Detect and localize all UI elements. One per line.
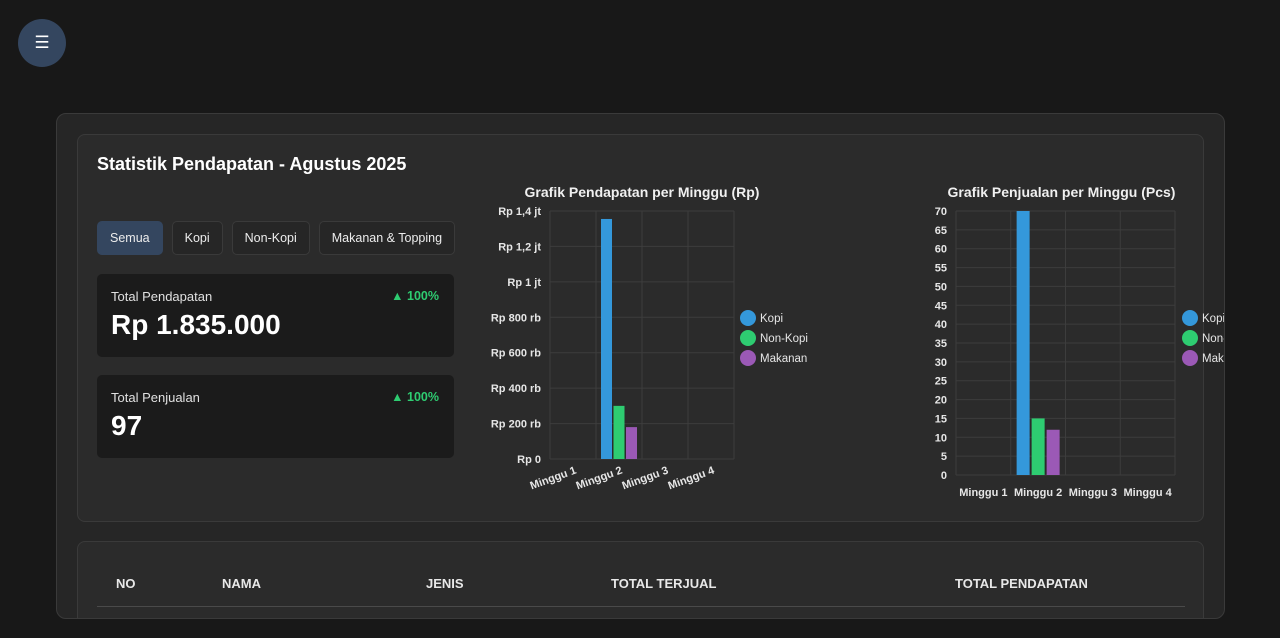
total-penjualan-value: 97 [111,410,143,441]
total-penjualan-card: Total Penjualan ▲ 100% 97 [97,375,454,458]
page-title: Statistik Pendapatan - Agustus 2025 [97,154,407,174]
bar-non-kopi [613,405,625,459]
legend-swatch [740,350,756,366]
legend-label: Kopi [1202,313,1225,325]
penjualan-chart: Grafik Penjualan per Minggu (Pcs) 0 5 10 15 2… [853,175,1225,505]
bar-kopi [601,218,612,459]
y-tick-label: Rp 600 rb [491,348,541,360]
y-tick-label: 0 [941,470,947,482]
y-tick-label: 45 [935,300,947,312]
sales-table: NO NAMA JENIS TOTAL TERJUAL TOTAL PENDAP… [77,541,1204,618]
x-tick-label: Minggu 2 [575,465,624,493]
y-tick-label: 60 [935,244,947,256]
bar-kopi [1016,211,1030,475]
x-tick-label: Minggu 3 [1069,487,1117,499]
filter-semua-button[interactable]: Semua [97,221,163,255]
y-tick-label: Rp 400 rb [491,383,541,395]
hamburger-icon: ☰ [34,33,50,52]
legend-label: Makanan [1202,353,1225,365]
x-tick-label: Minggu 2 [1014,487,1062,499]
legend-swatch [740,310,756,326]
total-pendapatan-value: Rp 1.835.000 [111,309,281,340]
legend-swatch [1182,310,1198,326]
legend-label: Makanan [760,353,807,365]
y-tick-label: 65 [935,225,947,237]
y-tick-label: 70 [935,206,947,218]
total-pendapatan-label: Total Pendapatan [111,289,213,304]
x-tick-label: Minggu 3 [621,465,670,493]
y-tick-label: 20 [935,395,947,407]
y-tick-label: Rp 1,4 jt [498,206,541,218]
x-tick-label: Minggu 1 [529,465,578,493]
total-penjualan-label: Total Penjualan [111,390,200,405]
y-tick-label: Rp 800 rb [491,312,541,324]
legend-swatch [1182,350,1198,366]
filter-kopi-button[interactable]: Kopi [171,221,223,255]
y-tick-label: 40 [935,319,947,331]
y-tick-label: Rp 1 jt [507,277,541,289]
bar-makanan [626,427,637,459]
legend-swatch [1182,330,1198,346]
y-tick-label: 5 [941,451,947,463]
y-tick-label: 10 [935,432,947,444]
total-penjualan-change: ▲ 100% [391,390,439,404]
legend-label: Non-Kopi [760,333,808,345]
y-tick-label: Rp 1,2 jt [498,241,541,253]
y-tick-label: 30 [935,357,947,369]
table-header-nama: NAMA [222,576,261,591]
bar-makanan [1046,429,1060,475]
filter-makanan-topping-button[interactable]: Makanan & Topping [318,221,456,255]
y-tick-label: 50 [935,281,947,293]
menu-button[interactable]: ☰ [18,19,66,67]
table-header-divider [97,606,1185,607]
legend-swatch [740,330,756,346]
total-pendapatan-change: ▲ 100% [391,289,439,303]
y-tick-label: Rp 0 [517,454,541,466]
filter-non-kopi-button[interactable]: Non-Kopi [231,221,310,255]
chart-title: Grafik Penjualan per Minggu (Pcs) [948,184,1176,200]
legend-label: Non-Kopi [1202,333,1225,345]
x-tick-label: Minggu 4 [667,464,717,492]
legend-label: Kopi [760,313,783,325]
total-pendapatan-card: Total Pendapatan ▲ 100% Rp 1.835.000 [97,274,454,357]
table-header-total-terjual: TOTAL TERJUAL [611,576,717,591]
y-tick-label: 25 [935,376,947,388]
y-tick-label: 35 [935,338,947,350]
table-header-total-pendapatan: TOTAL PENDAPATAN [955,576,1088,591]
category-filters: Semua Kopi Non-Kopi Makanan & Topping [97,221,456,255]
table-header-jenis: JENIS [426,576,464,591]
table-header-no: NO [116,576,136,591]
y-tick-label: Rp 200 rb [491,419,541,431]
main-panel: Statistik Pendapatan - Agustus 2025 Semu… [56,113,1225,619]
stats-card: Statistik Pendapatan - Agustus 2025 Semu… [77,134,1224,522]
bar-non-kopi [1031,418,1045,475]
x-tick-label: Minggu 1 [959,487,1007,499]
chart-title: Grafik Pendapatan per Minggu (Rp) [525,184,760,200]
y-tick-label: 15 [935,413,947,425]
pendapatan-chart: Grafik Pendapatan per Minggu (Rp) Rp 0 Rp … [478,175,823,505]
x-tick-label: Minggu 4 [1123,487,1172,499]
chart-svg: Grafik Pendapatan per Minggu (Rp) Rp 0 Rp … [491,184,808,493]
chart-svg: Grafik Penjualan per Minggu (Pcs) 0 5 10 15 2… [935,184,1225,499]
y-tick-label: 55 [935,263,947,275]
